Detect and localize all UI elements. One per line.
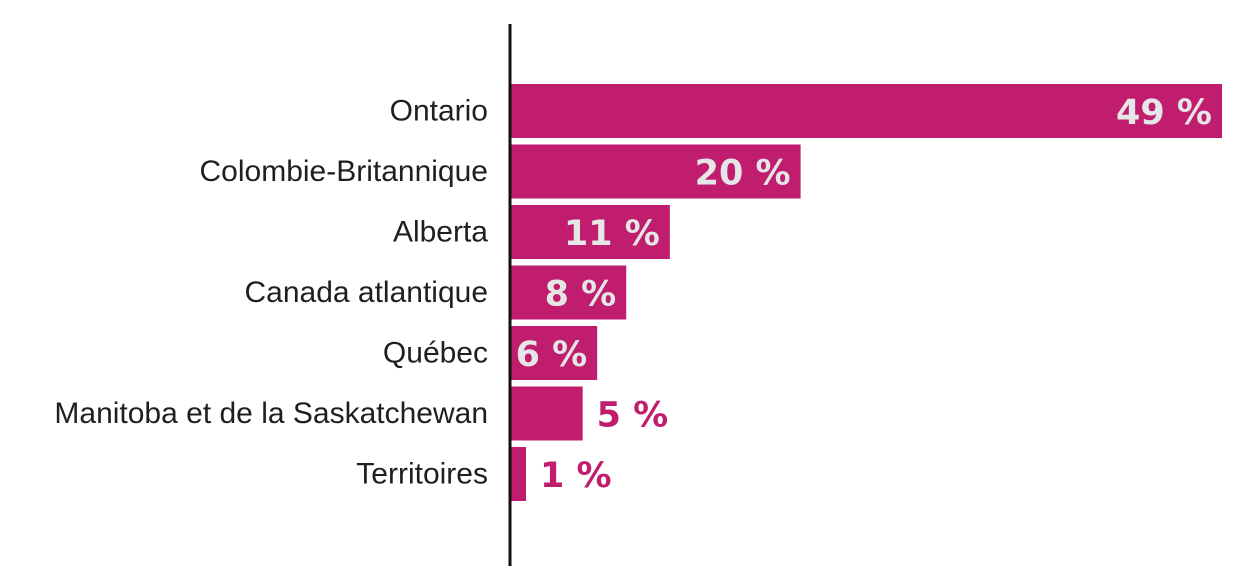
value-label: 11 % (564, 214, 660, 254)
value-labels-group: 49 % 20 % 11 % 8 % 6 %5 % 1 % (516, 93, 1212, 496)
bar (510, 447, 526, 501)
category-label: Colombie-Britannique (200, 155, 489, 188)
category-label: Ontario (390, 95, 488, 128)
value-label: 1 % (540, 456, 612, 496)
bar (510, 144, 801, 199)
value-label: 8 % (545, 275, 617, 315)
category-label: Territoires (356, 458, 488, 491)
category-label: Manitoba et de la Saskatchewan (54, 397, 488, 430)
category-label: Québec (383, 337, 488, 370)
bars-group (510, 84, 1222, 501)
bar (510, 205, 670, 259)
bar (510, 84, 1222, 138)
category-label: Canada atlantique (244, 276, 488, 309)
category-label: Alberta (393, 216, 488, 249)
value-label: 5 % (597, 396, 669, 436)
bar (510, 386, 583, 441)
value-label: 49 % (1116, 93, 1212, 133)
bar (510, 326, 598, 380)
value-label: 20 % (695, 154, 791, 194)
bar (510, 265, 627, 320)
value-label: 6 % (516, 335, 588, 375)
category-labels-group: Ontario Colombie-Britannique Alberta Canada… (54, 95, 488, 491)
